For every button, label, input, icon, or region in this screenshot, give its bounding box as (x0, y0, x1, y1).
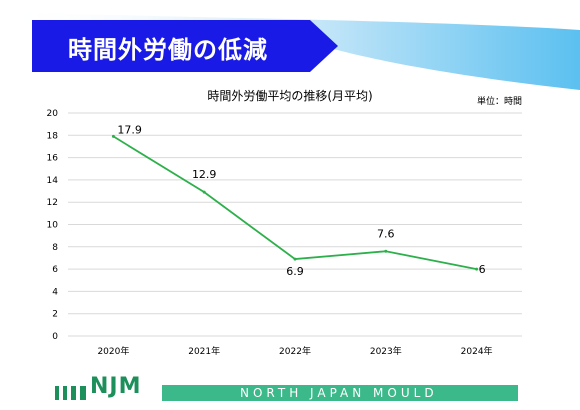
data-label: 12.9 (192, 168, 217, 181)
x-tick-label: 2024年 (461, 345, 493, 357)
y-tick-label: 12 (47, 198, 58, 208)
y-tick-label: 4 (52, 287, 58, 297)
data-labels: 17.9 12.9 6.9 7.6 6 (117, 123, 485, 278)
y-tick-label: 8 (52, 243, 58, 253)
y-axis: 0 2 4 6 8 10 12 14 16 18 20 (47, 109, 59, 342)
unit-note: 単位：時間 (477, 95, 522, 107)
data-point (475, 267, 479, 271)
data-label: 6 (479, 263, 486, 276)
data-label: 17.9 (117, 123, 141, 136)
y-tick-label: 14 (47, 176, 59, 186)
x-tick-label: 2020年 (97, 345, 129, 357)
data-point (293, 257, 297, 261)
logo-stripe (71, 386, 76, 400)
company-name: NORTH JAPAN MOULD (240, 386, 438, 400)
title-banner (32, 20, 338, 72)
data-point (202, 190, 206, 194)
y-tick-label: 0 (52, 332, 58, 342)
y-tick-label: 16 (47, 154, 59, 164)
x-tick-label: 2023年 (370, 345, 402, 357)
x-tick-label: 2021年 (188, 345, 220, 357)
y-tick-label: 20 (47, 109, 59, 119)
series-line (112, 135, 477, 270)
footer-company-bar (162, 385, 518, 401)
logo-stripe (63, 386, 67, 400)
series-group (111, 134, 479, 271)
footer-bar (55, 385, 518, 401)
y-tick-label: 6 (52, 265, 58, 275)
logo-stripe (55, 386, 59, 400)
title-banner-shape (32, 20, 338, 72)
data-label: 6.9 (286, 265, 304, 278)
data-point (111, 134, 115, 138)
y-tick-label: 10 (47, 221, 59, 231)
logo-stripe (80, 386, 86, 400)
line-chart: 時間外労働平均の推移(月平均) 単位：時間 02468101214161820 … (47, 89, 522, 357)
data-label: 7.6 (377, 227, 395, 240)
data-point (384, 249, 388, 253)
chart-grid (68, 112, 522, 337)
y-tick-label: 18 (47, 131, 59, 141)
x-tick-label: 2022年 (279, 345, 311, 357)
y-tick-label: 2 (52, 310, 58, 320)
company-logo: NJM (90, 374, 142, 399)
page-title: 時間外労働の低減 (68, 36, 268, 64)
chart-title: 時間外労働平均の推移(月平均) (207, 89, 372, 103)
x-axis: 2020年 2021年 2022年 2023年 2024年 (97, 345, 492, 357)
